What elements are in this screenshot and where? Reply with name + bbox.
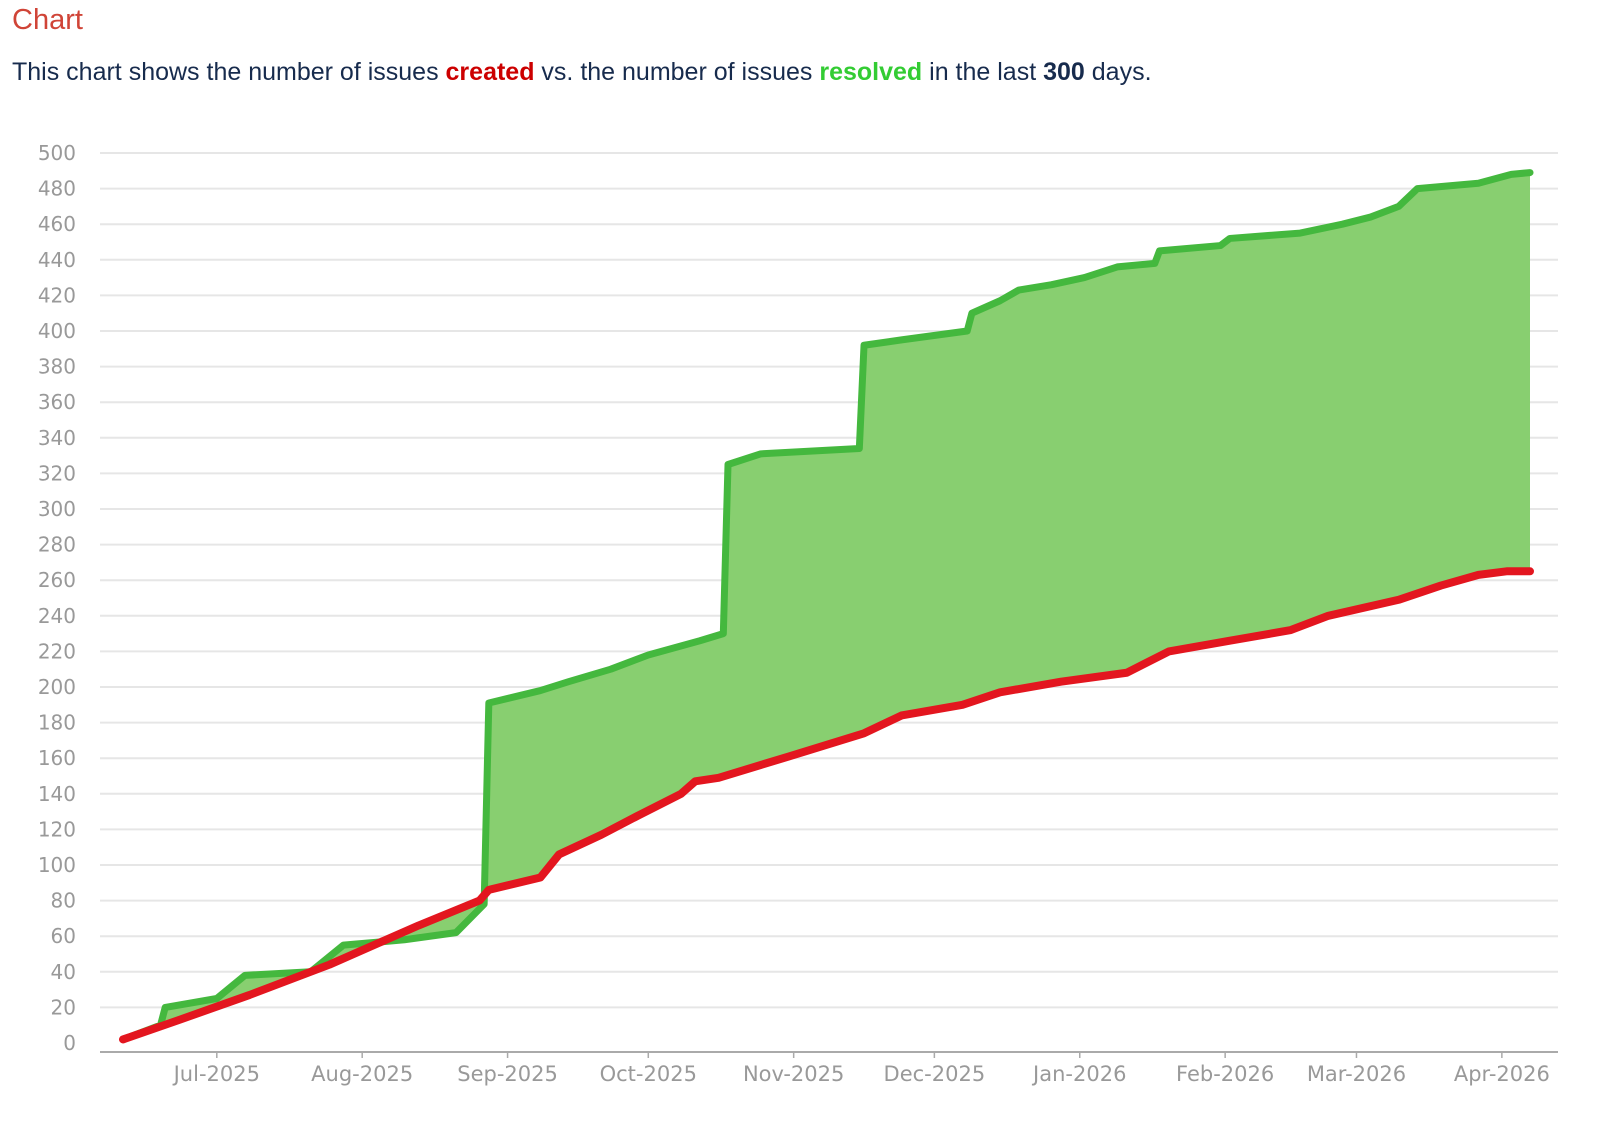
y-tick-label: 20 bbox=[51, 995, 76, 1019]
y-tick-label: 60 bbox=[51, 924, 76, 948]
description-prefix: This chart shows the number of issues bbox=[12, 58, 446, 86]
created-label: created bbox=[445, 58, 535, 86]
y-tick-label: 360 bbox=[38, 390, 76, 414]
y-tick-label: 120 bbox=[38, 817, 76, 841]
description-middle: vs. the number of issues bbox=[534, 58, 820, 86]
x-axis: Jul-2025 Aug-2025 Sep-2025 Oct-2025 Nov-2025… bbox=[100, 1051, 1558, 1086]
x-tick-label: Jul-2025 bbox=[172, 1062, 260, 1086]
y-tick-label: 340 bbox=[38, 426, 76, 450]
x-tick-label: Jan-2026 bbox=[1031, 1062, 1126, 1086]
y-tick-label: 0 bbox=[63, 1031, 76, 1055]
y-tick-label: 460 bbox=[38, 212, 76, 236]
y-tick-label: 300 bbox=[38, 497, 76, 521]
y-tick-label: 80 bbox=[51, 889, 76, 913]
y-tick-label: 180 bbox=[38, 711, 76, 735]
y-axis: 0 20 40 60 80 100 120 140 160 180 200 220 240 260 280 3… bbox=[38, 141, 76, 1055]
x-tick-label: Mar-2026 bbox=[1307, 1062, 1406, 1086]
y-tick-label: 220 bbox=[38, 639, 76, 663]
y-tick-label: 420 bbox=[38, 283, 76, 307]
resolved-label: resolved bbox=[819, 58, 923, 86]
y-tick-label: 200 bbox=[38, 675, 76, 699]
page-title: Chart bbox=[12, 4, 83, 36]
y-tick-label: 160 bbox=[38, 746, 76, 770]
description-suffix: days. bbox=[1084, 58, 1152, 86]
y-tick-label: 440 bbox=[38, 248, 76, 272]
fill-between-area bbox=[123, 172, 1530, 1040]
y-tick-label: 140 bbox=[38, 782, 76, 806]
x-tick-label: Feb-2026 bbox=[1176, 1062, 1274, 1086]
description-suffix-pre: in the last bbox=[922, 58, 1044, 86]
y-tick-label: 240 bbox=[38, 604, 76, 628]
x-tick-label: Sep-2025 bbox=[457, 1062, 558, 1086]
y-tick-label: 40 bbox=[51, 960, 76, 984]
y-tick-label: 480 bbox=[38, 177, 76, 201]
y-tick-label: 260 bbox=[38, 568, 76, 592]
y-tick-label: 100 bbox=[38, 853, 76, 877]
x-tick-label: Aug-2025 bbox=[311, 1062, 413, 1086]
resolved-created-area bbox=[123, 172, 1530, 1040]
y-tick-label: 380 bbox=[38, 355, 76, 379]
x-tick-label: Nov-2025 bbox=[743, 1062, 844, 1086]
y-tick-label: 320 bbox=[38, 461, 76, 485]
y-tick-label: 400 bbox=[38, 319, 76, 343]
y-tick-label: 280 bbox=[38, 533, 76, 557]
chart-description: This chart shows the number of issues cr… bbox=[12, 58, 1152, 87]
created-line bbox=[119, 567, 1534, 1044]
x-tick-label: Apr-2026 bbox=[1454, 1062, 1550, 1086]
x-tick-label: Oct-2025 bbox=[600, 1062, 697, 1086]
x-tick-label: Dec-2025 bbox=[884, 1062, 986, 1086]
series-lines bbox=[119, 169, 1534, 1044]
days-count: 300 bbox=[1043, 58, 1085, 86]
y-tick-label: 500 bbox=[38, 141, 76, 165]
